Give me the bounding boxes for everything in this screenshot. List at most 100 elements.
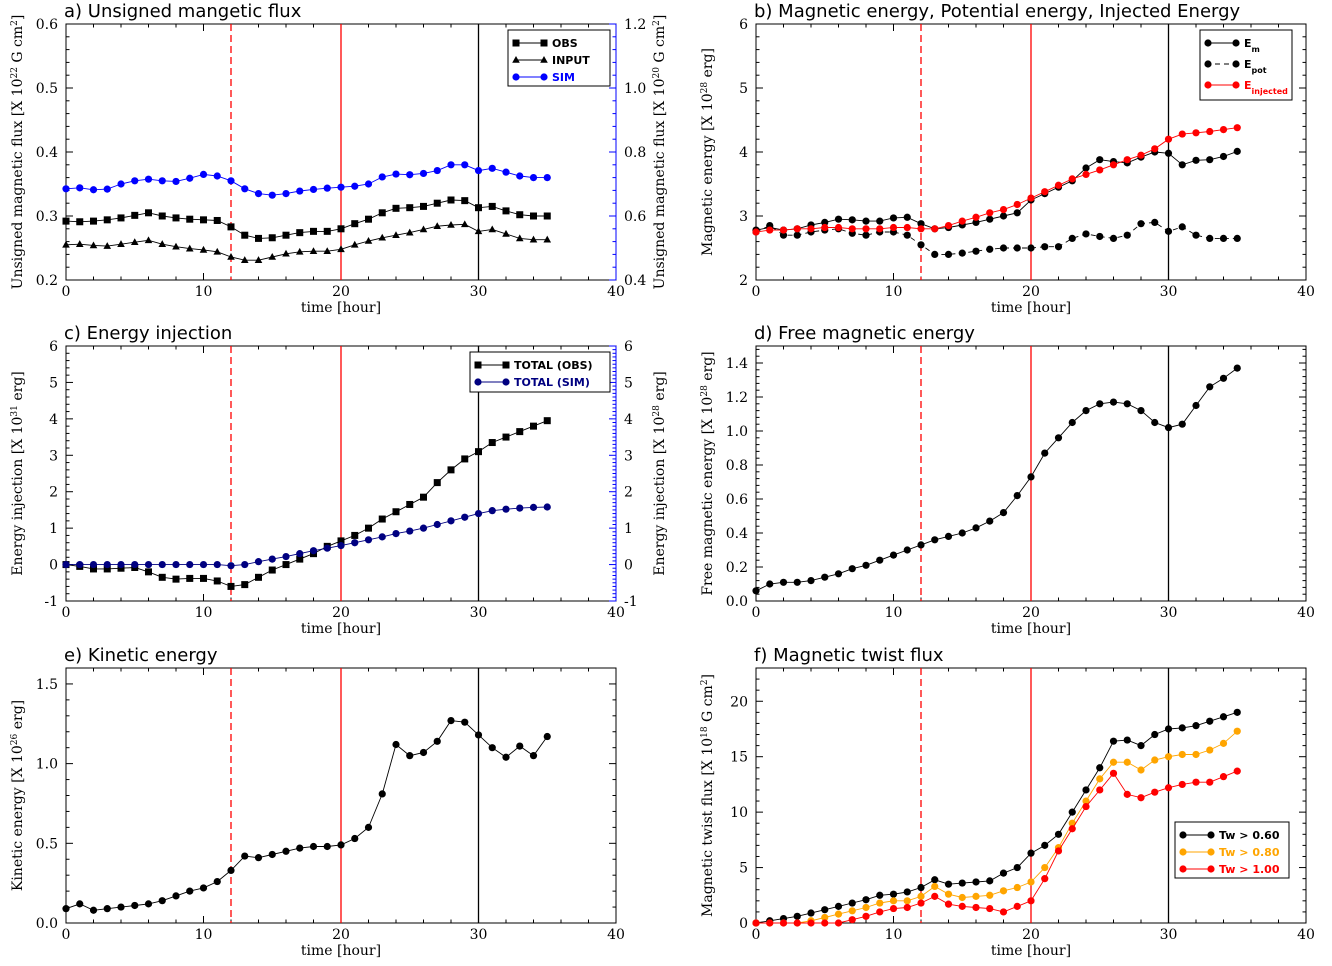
data-point bbox=[144, 560, 153, 569]
data-point bbox=[378, 790, 386, 798]
data-point bbox=[766, 919, 774, 927]
legend-box bbox=[469, 351, 611, 393]
data-point bbox=[848, 565, 856, 573]
y2-label-unit: G cm bbox=[652, 26, 668, 67]
legend-label: Einjected bbox=[1244, 79, 1288, 96]
y-label-unit: G cm bbox=[700, 685, 716, 726]
data-point bbox=[834, 570, 843, 578]
data-point bbox=[199, 170, 208, 178]
data-point bbox=[1192, 401, 1200, 410]
data-point bbox=[420, 493, 427, 501]
legend-label: OBS bbox=[552, 37, 578, 50]
data-point bbox=[255, 573, 262, 581]
data-point bbox=[779, 231, 788, 239]
data-point bbox=[337, 183, 345, 191]
x-tick-label: 10 bbox=[885, 927, 903, 943]
y-label-exponent: 18 bbox=[700, 726, 710, 738]
y-label-exponent: 28 bbox=[700, 385, 710, 397]
data-point bbox=[986, 245, 994, 253]
data-point bbox=[364, 823, 373, 831]
data-point bbox=[1123, 400, 1131, 408]
y-label-unit-exponent: 2 bbox=[700, 679, 710, 685]
data-point bbox=[1137, 151, 1145, 159]
data-point bbox=[848, 907, 856, 915]
data-point bbox=[502, 753, 510, 761]
data-point bbox=[1109, 737, 1118, 745]
data-point bbox=[1054, 181, 1063, 189]
data-point bbox=[1164, 725, 1173, 733]
data-point bbox=[1082, 407, 1090, 415]
y-axis-label: Kinetic energy [X 1026 erg] bbox=[10, 700, 26, 891]
data-point bbox=[530, 422, 537, 430]
data-point bbox=[323, 544, 331, 552]
data-point bbox=[406, 500, 414, 508]
data-point bbox=[351, 220, 359, 228]
y2-tick-label: 0.6 bbox=[624, 209, 646, 225]
y-tick-label: 1.5 bbox=[36, 677, 58, 693]
y-tick-label: 0.5 bbox=[36, 81, 58, 97]
legend-marker bbox=[502, 361, 510, 369]
data-point bbox=[958, 249, 966, 257]
data-point bbox=[793, 231, 801, 239]
data-point bbox=[200, 574, 207, 582]
series-line bbox=[755, 711, 1238, 924]
data-point bbox=[282, 847, 290, 855]
data-point bbox=[1178, 420, 1186, 428]
x-axis-label: time [hour] bbox=[991, 300, 1071, 316]
data-point bbox=[1096, 786, 1104, 794]
x-tick-label: 20 bbox=[1022, 284, 1040, 300]
legend-marker bbox=[474, 361, 482, 369]
legend-label: TOTAL (SIM) bbox=[514, 376, 590, 389]
data-point bbox=[876, 908, 884, 916]
data-point bbox=[323, 842, 331, 851]
data-point bbox=[158, 897, 166, 905]
data-point bbox=[241, 185, 249, 193]
y-tick-label: 4 bbox=[739, 145, 748, 161]
data-point bbox=[172, 242, 180, 250]
data-point bbox=[296, 555, 304, 563]
data-point bbox=[793, 225, 801, 233]
data-point bbox=[1109, 161, 1118, 169]
data-point bbox=[268, 252, 277, 260]
data-point bbox=[144, 900, 153, 908]
legend-marker bbox=[474, 378, 482, 386]
data-point bbox=[889, 551, 898, 559]
x-tick-label: 10 bbox=[195, 605, 213, 621]
legend-marker bbox=[1207, 831, 1215, 839]
x-tick-label: 0 bbox=[62, 284, 71, 300]
data-point bbox=[474, 731, 483, 739]
legend-marker bbox=[1204, 39, 1212, 47]
y-tick-label: 1.2 bbox=[726, 390, 748, 406]
x-axis-label: time [hour] bbox=[991, 943, 1071, 959]
data-point bbox=[502, 168, 510, 176]
data-point bbox=[378, 533, 386, 541]
data-point bbox=[1082, 230, 1090, 238]
data-point bbox=[392, 508, 400, 516]
legend-label-text: Tw > 0.60 bbox=[1219, 829, 1280, 842]
data-point bbox=[474, 509, 483, 518]
x-tick-label: 20 bbox=[1022, 927, 1040, 943]
y-axis-label: Unsigned magnetic flux [X 1022 G cm2] bbox=[10, 15, 26, 290]
legend-marker bbox=[1207, 865, 1215, 873]
data-point bbox=[241, 231, 249, 239]
series-line bbox=[756, 730, 1238, 924]
legend-box bbox=[1199, 29, 1293, 101]
data-point bbox=[543, 174, 551, 182]
data-point bbox=[862, 231, 870, 239]
data-point bbox=[903, 897, 911, 905]
data-point bbox=[1109, 398, 1118, 406]
legend-marker bbox=[512, 56, 520, 63]
y-tick-label: 0.2 bbox=[726, 560, 748, 576]
data-point bbox=[1123, 790, 1131, 798]
data-point bbox=[241, 852, 249, 860]
data-point bbox=[1151, 218, 1159, 226]
legend-marker bbox=[1204, 60, 1212, 68]
data-point bbox=[378, 233, 387, 241]
data-point bbox=[1164, 424, 1173, 432]
y2-axis-label: Energy injection [X 1028 erg] bbox=[652, 371, 668, 576]
panel-d: d) Free magnetic energy 0 10 20 30 40 time [ho… bbox=[700, 323, 1315, 637]
data-point bbox=[392, 530, 400, 538]
x-tick-label: 30 bbox=[470, 284, 488, 300]
data-point bbox=[158, 212, 166, 220]
